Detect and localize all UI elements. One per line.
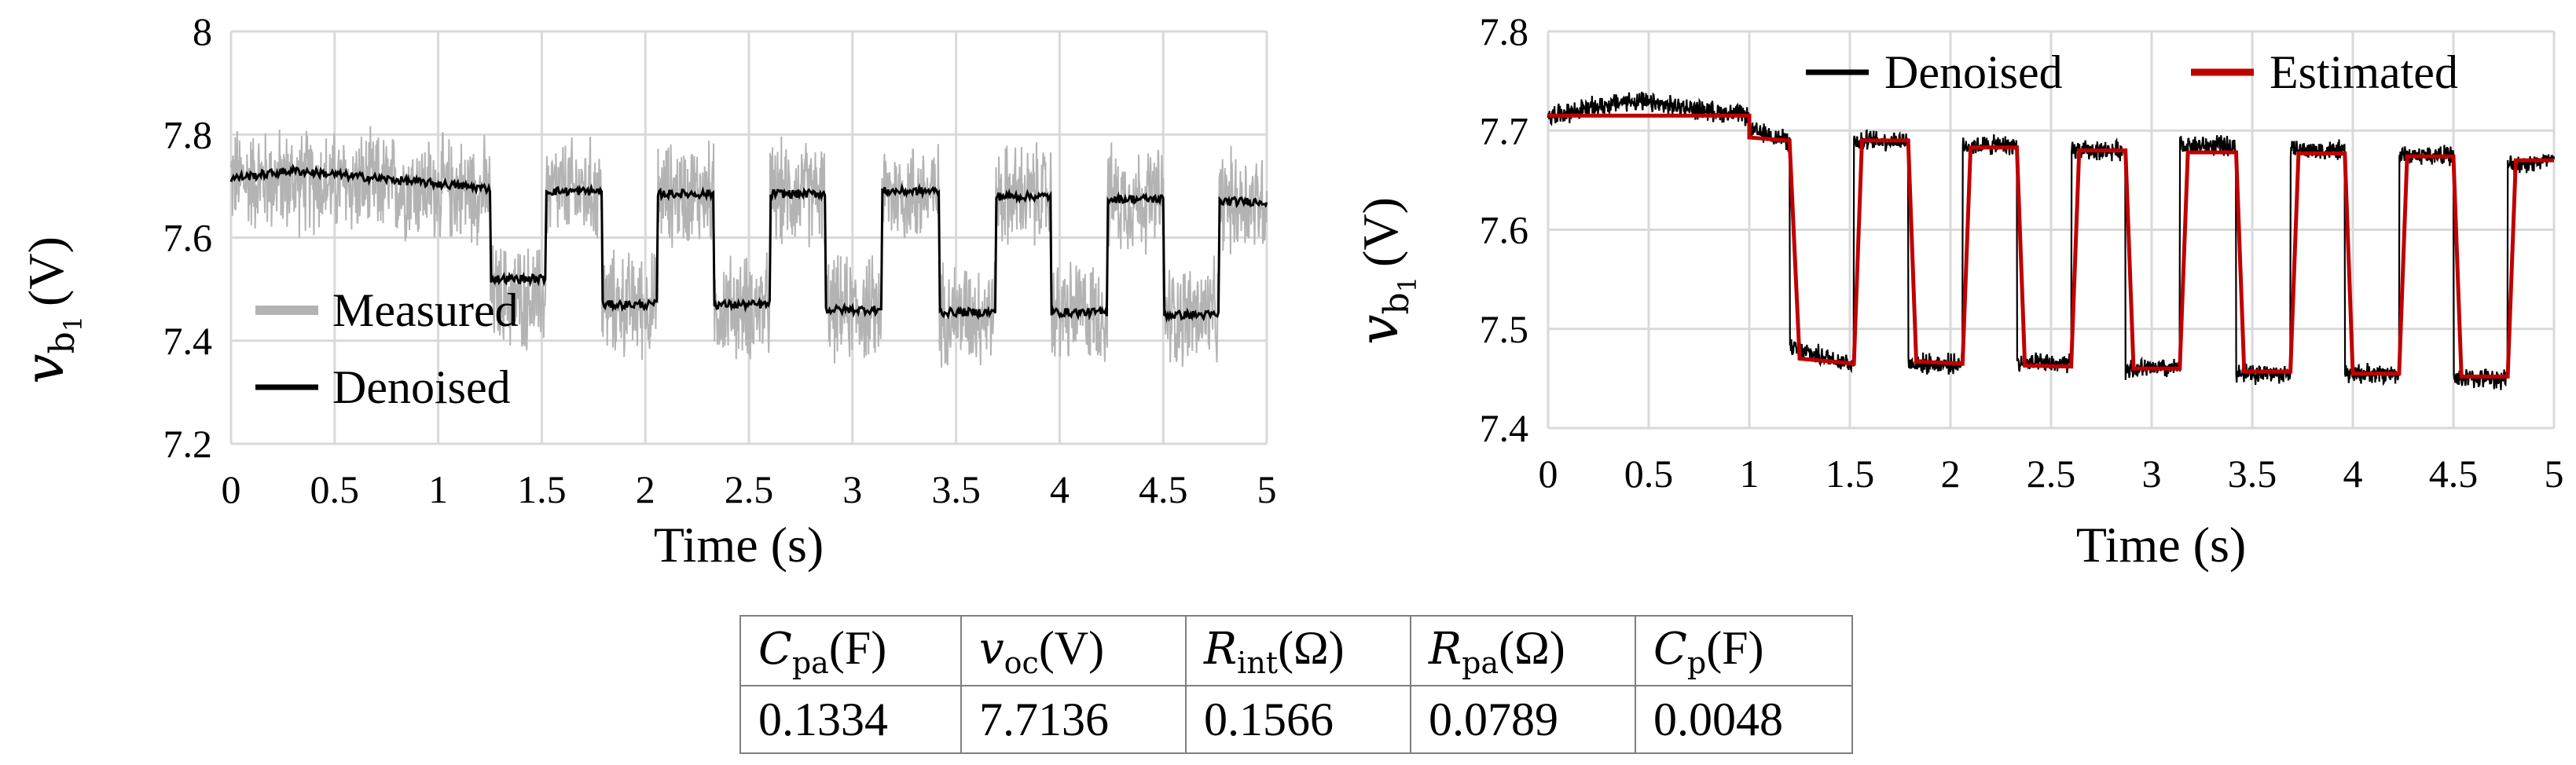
x-tick-label: 3 — [842, 467, 862, 511]
legend-label-denoised: Denoised — [332, 361, 511, 413]
y-tick-label: 7.6 — [1480, 208, 1529, 252]
value-voc: 7.7136 — [960, 685, 1187, 754]
legend-label-estimated: Estimated — [2270, 46, 2458, 98]
value-rint: 0.1566 — [1185, 685, 1411, 754]
x-tick-label: 1.5 — [517, 467, 567, 511]
x-tick-label: 3 — [2142, 452, 2162, 496]
y-axis-title-text: vb1 (V) — [1349, 197, 1422, 345]
parameter-table: Cpa(F) voc(V) Rint(Ω) Rpa(Ω) Cp(F) 0.133… — [739, 615, 1853, 754]
y-tick-label: 7.4 — [163, 319, 213, 363]
chart-denoised-estimated: 7.4 7.5 7.6 7.7 7.8 0 0.5 1 1.5 2 2.5 3 3.5 4 4.5 5 Time… — [1349, 9, 2564, 573]
x-tick-label: 0 — [222, 467, 241, 511]
x-tick-label: 4.5 — [1139, 467, 1188, 511]
x-tick-label: 3.5 — [931, 467, 981, 511]
chart-measured-denoised: 7.2 7.4 7.6 7.8 8 0 0.5 1 1.5 2 2.5 3 3.5 4 4.5 5 Time (… — [14, 9, 1277, 573]
y-axis-symbol: v — [14, 353, 76, 383]
value-rpa: 0.0789 — [1410, 685, 1636, 754]
value-cp: 0.0048 — [1635, 685, 1853, 754]
x-tick-label: 2.5 — [725, 467, 774, 511]
y-axis-symbol: v — [1349, 314, 1411, 344]
y-axis-subsubscript: 1 — [1393, 276, 1422, 292]
y-axis-unit: (V) — [18, 236, 74, 306]
parameter-header-row: Cpa(F) voc(V) Rint(Ω) Rpa(Ω) Cp(F) — [739, 615, 1853, 686]
y-axis-subsubscript: 1 — [58, 316, 88, 331]
header-voc: voc(V) — [960, 615, 1187, 686]
legend-label-denoised: Denoised — [1884, 46, 2063, 98]
header-rint: Rint(Ω) — [1185, 615, 1411, 686]
x-tick-label: 1 — [428, 467, 448, 511]
x-axis-title: Time (s) — [2076, 517, 2246, 573]
x-tick-label: 2 — [636, 467, 655, 511]
y-axis-subscript: b — [42, 331, 83, 353]
y-axis-title-text: vb1 (V) — [14, 236, 88, 384]
y-tick-label: 8 — [193, 9, 212, 53]
y-axis-subscript: b — [1377, 292, 1417, 314]
series-line-denoised — [229, 163, 1268, 323]
header-cpa: Cpa(F) — [739, 615, 962, 686]
x-tick-label: 4 — [2343, 452, 2363, 496]
x-axis-title: Time (s) — [654, 517, 824, 573]
y-axis-title: vb1 (V) — [1349, 197, 1422, 345]
x-tick-label: 2.5 — [2027, 452, 2076, 496]
y-tick-label: 7.5 — [1480, 307, 1529, 351]
y-tick-label: 7.8 — [163, 112, 213, 156]
x-tick-label: 0.5 — [310, 467, 360, 511]
x-tick-label: 3.5 — [2228, 452, 2277, 496]
y-axis-title: vb1 (V) — [14, 236, 88, 384]
x-tick-label: 5 — [2545, 452, 2564, 496]
y-axis-unit: (V) — [1352, 197, 1408, 267]
y-tick-label: 7.6 — [163, 216, 213, 260]
parameter-value-row: 0.1334 7.7136 0.1566 0.0789 0.0048 — [739, 685, 1853, 754]
x-tick-label: 4 — [1050, 467, 1070, 511]
y-tick-label: 7.4 — [1480, 406, 1529, 450]
x-tick-label: 1.5 — [1826, 452, 1875, 496]
y-tick-label: 7.2 — [163, 422, 213, 466]
y-tick-label: 7.8 — [1480, 9, 1529, 53]
x-tick-label: 5 — [1257, 467, 1277, 511]
series-line-estimated — [1548, 113, 2554, 379]
header-cp: Cp(F) — [1635, 615, 1853, 686]
x-tick-label: 2 — [1941, 452, 1961, 496]
header-rpa: Rpa(Ω) — [1410, 615, 1636, 686]
x-tick-label: 4.5 — [2429, 452, 2479, 496]
legend-label-measured: Measured — [332, 284, 519, 336]
value-cpa: 0.1334 — [739, 685, 962, 754]
x-tick-label: 0 — [1539, 452, 1558, 496]
series-line-measured — [230, 126, 1268, 368]
y-tick-label: 7.7 — [1480, 108, 1529, 152]
x-tick-label: 0.5 — [1624, 452, 1674, 496]
x-tick-label: 1 — [1740, 452, 1760, 496]
